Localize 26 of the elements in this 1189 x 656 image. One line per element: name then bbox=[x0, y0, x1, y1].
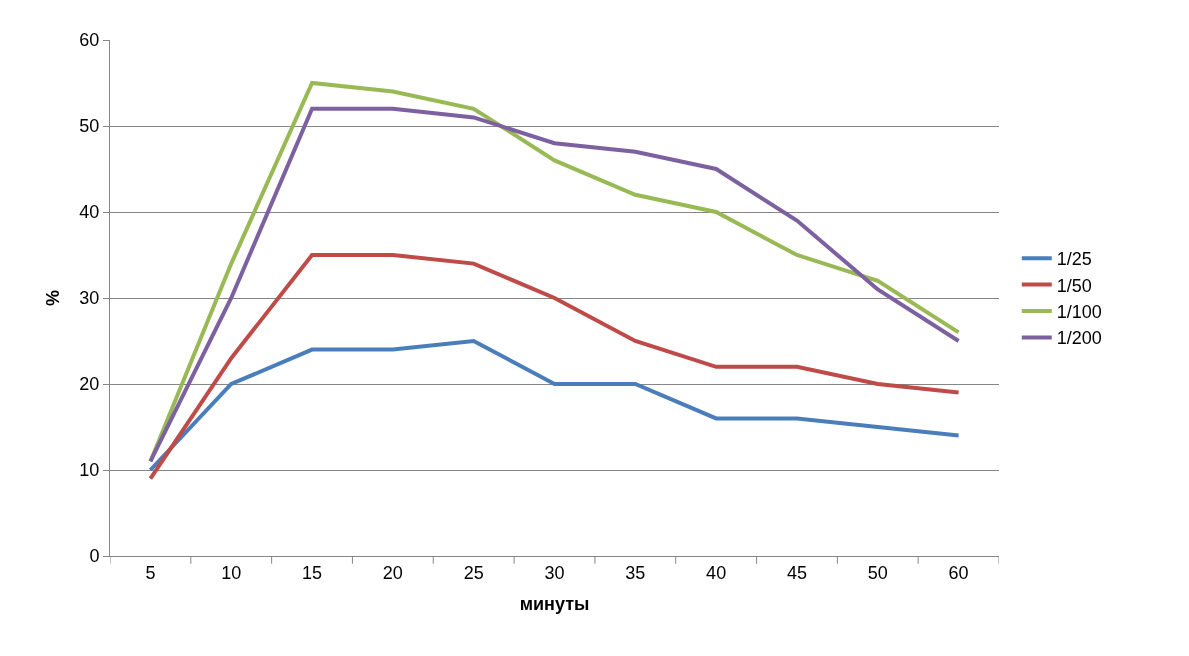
x-tick-label: 30 bbox=[544, 562, 565, 583]
y-tick-label: 50 bbox=[79, 116, 100, 137]
legend-label: 1/25 bbox=[1056, 249, 1092, 270]
legend-label: 1/200 bbox=[1056, 328, 1102, 349]
y-tick-label: 30 bbox=[79, 288, 100, 309]
x-tick-label: 10 bbox=[221, 562, 242, 583]
x-tick-label: 15 bbox=[302, 562, 323, 583]
line-series bbox=[148, 253, 961, 481]
x-tick-label: 40 bbox=[706, 562, 727, 583]
x-tick-label: 5 bbox=[145, 562, 156, 583]
line-series bbox=[148, 339, 961, 472]
y-tick-label: 20 bbox=[79, 374, 100, 395]
y-tick-label: 10 bbox=[79, 460, 100, 481]
x-tick-label: 60 bbox=[948, 562, 969, 583]
x-tick-label: 25 bbox=[463, 562, 484, 583]
x-tick-label: 35 bbox=[625, 562, 646, 583]
y-tick-label: 60 bbox=[79, 30, 100, 51]
legend-label: 1/100 bbox=[1056, 302, 1102, 323]
x-tick-label: 20 bbox=[382, 562, 403, 583]
legend-label: 1/50 bbox=[1056, 275, 1092, 296]
y-tick-label: 0 bbox=[89, 546, 100, 567]
y-tick-label: 40 bbox=[79, 202, 100, 223]
x-axis-title: минуты bbox=[519, 593, 590, 614]
x-tick-label: 45 bbox=[786, 562, 807, 583]
y-axis-title: % bbox=[42, 289, 63, 307]
x-tick-label: 50 bbox=[867, 562, 888, 583]
